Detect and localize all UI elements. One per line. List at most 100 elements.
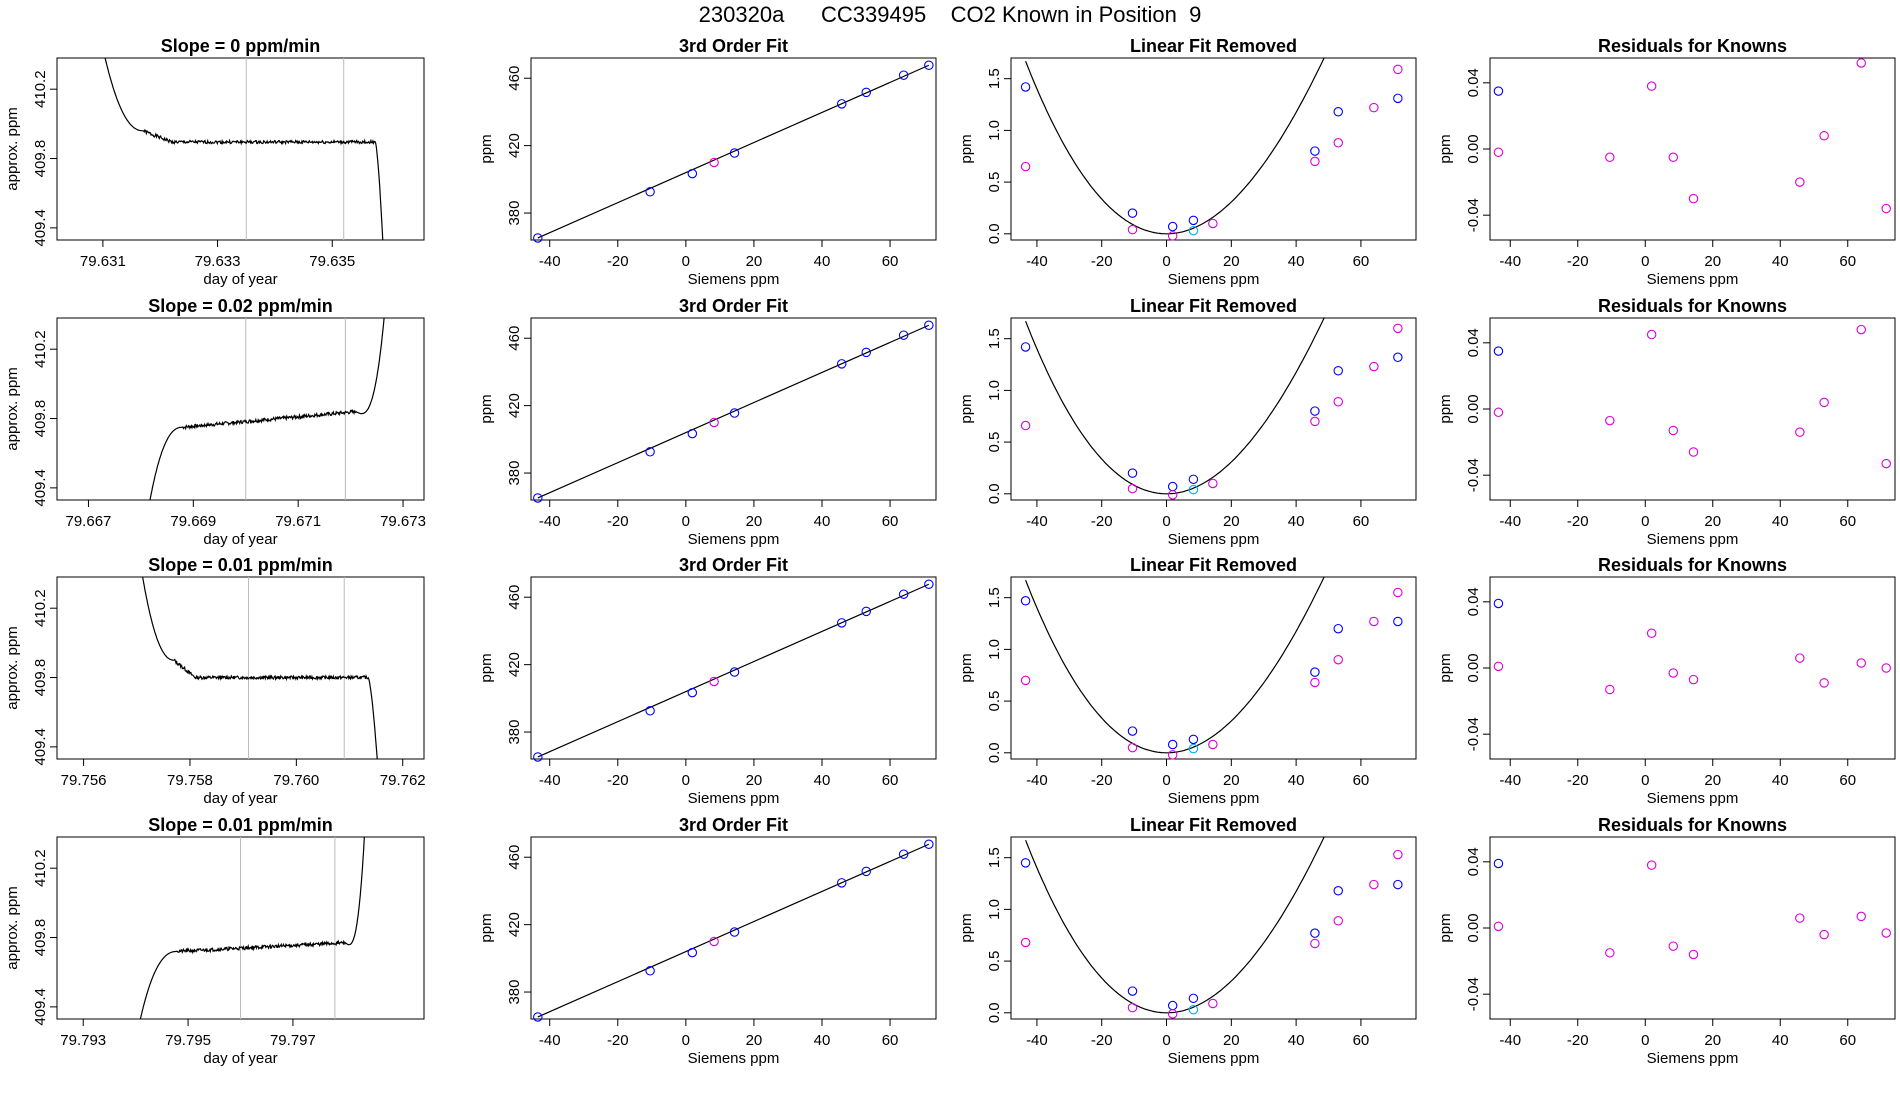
x-tick-label: -40 bbox=[1026, 253, 1048, 270]
data-point bbox=[1688, 447, 1699, 457]
y-tick-label: 0.5 bbox=[986, 951, 1003, 972]
data-point bbox=[1188, 474, 1199, 485]
panel-title: Residuals for Knowns bbox=[1598, 815, 1787, 835]
panel-title: Slope = 0.02 ppm/min bbox=[148, 296, 333, 316]
data-point bbox=[1881, 203, 1891, 214]
data-point bbox=[729, 667, 740, 677]
plot-frame bbox=[1010, 57, 1417, 241]
data-point bbox=[1493, 147, 1504, 158]
y-tick-label: 0.5 bbox=[986, 432, 1003, 453]
panel-title: Linear Fit Removed bbox=[1130, 36, 1297, 56]
data-point bbox=[1310, 938, 1320, 949]
data-point bbox=[836, 618, 847, 628]
data-point bbox=[1393, 616, 1403, 627]
plot-area bbox=[1025, 58, 1325, 235]
fit-line bbox=[537, 324, 930, 499]
data-point bbox=[1856, 58, 1867, 68]
data-point bbox=[1127, 726, 1138, 736]
y-tick-label: 0.5 bbox=[986, 691, 1003, 712]
x-axis-label: day of year bbox=[203, 1050, 277, 1067]
y-tick-label: 0.0 bbox=[986, 742, 1003, 763]
data-point bbox=[533, 493, 543, 503]
data-point bbox=[861, 606, 871, 617]
panel-title: 3rd Order Fit bbox=[679, 815, 788, 835]
data-point bbox=[924, 579, 934, 589]
y-tick-label: 0.0 bbox=[986, 223, 1003, 244]
x-tick-label: 40 bbox=[1772, 253, 1789, 270]
x-tick-label: 60 bbox=[1839, 772, 1856, 789]
panel-r3-c1: 3rd Order Fit -40 -20 0 20 40 60 Siemens ppm 380… bbox=[478, 815, 937, 1067]
y-tick-label: 409.4 bbox=[32, 988, 49, 1026]
plot-area bbox=[104, 58, 384, 240]
y-tick-label: 0.04 bbox=[1465, 587, 1482, 616]
x-tick-label: 0 bbox=[1162, 513, 1170, 530]
x-tick-label: -20 bbox=[1091, 1032, 1113, 1049]
y-tick-label: 409.4 bbox=[32, 469, 49, 507]
data-point bbox=[1333, 397, 1343, 407]
panel-title: Linear Fit Removed bbox=[1130, 815, 1297, 835]
x-tick-label: -20 bbox=[607, 513, 629, 530]
x-tick-label: 0 bbox=[1641, 1032, 1649, 1049]
data-point bbox=[1605, 948, 1615, 958]
data-point bbox=[645, 447, 655, 457]
data-point bbox=[1310, 406, 1320, 416]
y-tick-label: 409.8 bbox=[32, 919, 49, 957]
x-tick-label: 40 bbox=[1288, 1032, 1305, 1049]
data-point bbox=[687, 428, 698, 439]
data-point bbox=[1333, 916, 1343, 926]
data-point bbox=[1493, 598, 1504, 609]
x-tick-label: -20 bbox=[607, 772, 629, 789]
y-tick-label: 380 bbox=[506, 980, 523, 1005]
y-tick-label: 1.0 bbox=[986, 639, 1003, 660]
plot-area bbox=[537, 64, 930, 239]
data-point bbox=[1881, 928, 1891, 938]
data-point bbox=[924, 320, 934, 330]
fit-curve bbox=[1025, 577, 1325, 754]
y-axis-label: ppm bbox=[478, 394, 495, 423]
data-point bbox=[1188, 484, 1199, 495]
data-point bbox=[1819, 678, 1829, 688]
x-tick-label: 79.762 bbox=[380, 772, 426, 789]
plot-frame bbox=[530, 576, 937, 760]
data-point bbox=[1646, 860, 1657, 870]
plot-frame bbox=[1489, 576, 1896, 760]
y-tick-label: 380 bbox=[506, 720, 523, 745]
data-point bbox=[687, 687, 698, 698]
x-tick-label: 79.671 bbox=[275, 513, 321, 530]
y-tick-label: 420 bbox=[506, 133, 523, 158]
fit-line bbox=[537, 64, 930, 239]
panel-r2-c3: Residuals for Knowns -40 -20 0 20 40 60 Siemens… bbox=[1437, 555, 1896, 807]
data-point bbox=[861, 87, 871, 98]
x-axis-label: Siemens ppm bbox=[688, 790, 780, 807]
x-tick-label: 40 bbox=[1288, 253, 1305, 270]
y-axis-label: ppm bbox=[958, 913, 975, 942]
data-point bbox=[1333, 623, 1343, 634]
panel-r3-c0: Slope = 0.01 ppm/min 79.793 79.795 79.797da… bbox=[4, 815, 425, 1067]
x-tick-label: -40 bbox=[1499, 772, 1521, 789]
y-tick-label: 460 bbox=[506, 585, 523, 610]
x-tick-label: 20 bbox=[746, 1032, 763, 1049]
y-tick-label: 1.5 bbox=[986, 328, 1003, 349]
panel-title: 3rd Order Fit bbox=[679, 555, 788, 575]
data-point bbox=[898, 70, 909, 80]
page-title: 230320a CC339495 CO2 Known in Position 9 bbox=[698, 2, 1202, 27]
x-tick-label: 79.795 bbox=[165, 1032, 211, 1049]
panel-title: Slope = 0.01 ppm/min bbox=[148, 815, 333, 835]
plot-frame bbox=[1489, 836, 1896, 1020]
data-point bbox=[709, 157, 719, 168]
data-point bbox=[1393, 352, 1403, 363]
data-point bbox=[1167, 490, 1178, 500]
data-point bbox=[861, 866, 871, 877]
plot-area bbox=[537, 843, 930, 1018]
y-tick-label: -0.04 bbox=[1465, 198, 1482, 232]
panel-r1-c2: Linear Fit Removed -40 -20 0 20 40 60 Siemens p… bbox=[958, 296, 1417, 548]
panel-title: Linear Fit Removed bbox=[1130, 555, 1297, 575]
x-tick-label: 20 bbox=[746, 513, 763, 530]
data-point bbox=[1188, 1004, 1199, 1015]
data-point bbox=[1127, 742, 1138, 753]
x-tick-label: 60 bbox=[882, 253, 899, 270]
x-tick-label: 40 bbox=[814, 772, 831, 789]
data-point bbox=[1856, 658, 1867, 668]
trace-line bbox=[104, 58, 384, 240]
data-point bbox=[1167, 231, 1178, 241]
